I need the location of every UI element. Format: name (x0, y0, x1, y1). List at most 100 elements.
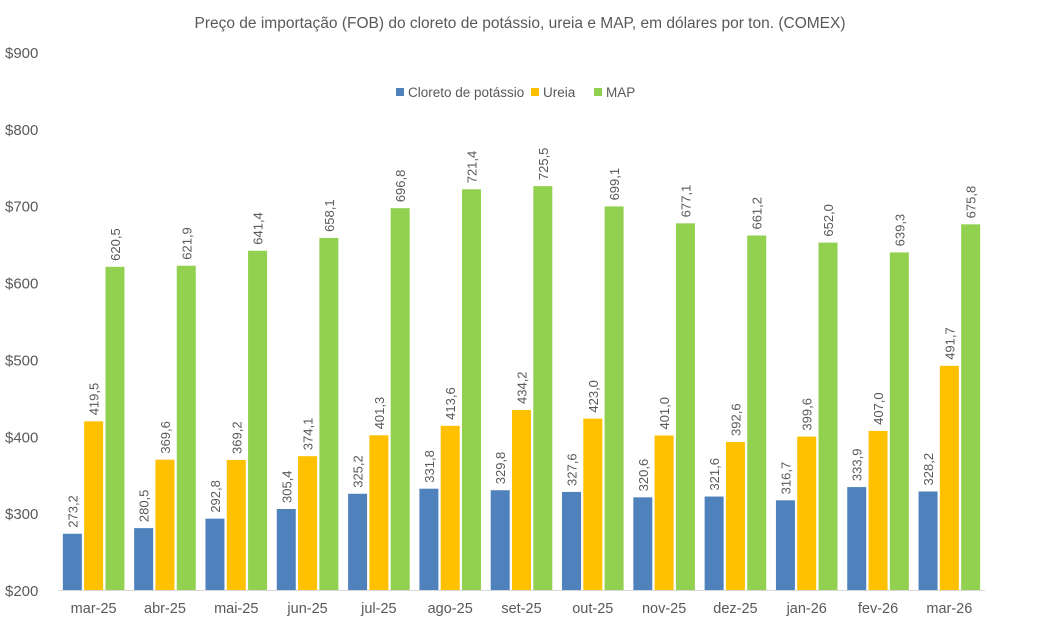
bar-cloreto-de-potássio (134, 528, 154, 590)
bar-cloreto-de-potássio (62, 533, 82, 590)
y-tick-label: $400 (5, 429, 38, 446)
bar-map (604, 206, 624, 590)
chart-title: Preço de importação (FOB) do cloreto de … (195, 15, 846, 32)
data-label: 280,5 (137, 490, 152, 523)
data-label: 621,9 (179, 227, 194, 260)
bar-cloreto-de-potássio (847, 487, 867, 590)
data-label: 699,1 (607, 168, 622, 201)
bar-ureia (298, 456, 318, 590)
legend-label: Ureia (543, 85, 576, 100)
x-tick-label: dez-25 (713, 601, 757, 617)
data-label: 641,4 (251, 212, 266, 245)
x-tick-label: out-25 (572, 601, 613, 617)
bar-ureia (797, 436, 817, 590)
y-tick-label: $800 (5, 122, 38, 139)
x-tick-label: jul-25 (360, 601, 396, 617)
data-label: 725,5 (536, 148, 551, 181)
bar-ureia (440, 425, 460, 590)
bar-cloreto-de-potássio (419, 488, 439, 590)
bar-ureia (939, 365, 959, 590)
data-label: 328,2 (921, 453, 936, 486)
bar-cloreto-de-potássio (276, 508, 296, 590)
x-tick-label: set-25 (501, 601, 541, 617)
bar-map (818, 242, 838, 590)
bar-map (675, 223, 695, 590)
data-label: 392,6 (728, 403, 743, 436)
bar-cloreto-de-potássio (633, 497, 653, 590)
data-label: 652,0 (821, 204, 836, 237)
data-label: 374,1 (301, 418, 316, 451)
data-label: 639,3 (892, 214, 907, 247)
legend-swatch (396, 88, 404, 96)
data-label: 658,1 (322, 199, 337, 232)
y-tick-label: $300 (5, 506, 38, 523)
bar-cloreto-de-potássio (918, 491, 938, 590)
data-label: 407,0 (871, 392, 886, 425)
data-label: 677,1 (678, 185, 693, 218)
bar-ureia (226, 459, 246, 590)
data-label: 325,2 (351, 455, 366, 488)
data-label: 273,2 (65, 495, 80, 528)
bar-ureia (369, 435, 389, 590)
bar-ureia (654, 435, 674, 590)
data-label: 419,5 (87, 383, 102, 416)
x-tick-label: jan-26 (786, 601, 827, 617)
y-tick-label: $500 (5, 352, 38, 369)
bar-map (747, 235, 767, 590)
x-tick-label: ago-25 (428, 601, 473, 617)
x-tick-label: nov-25 (642, 601, 686, 617)
data-label: 620,5 (108, 228, 123, 261)
data-label: 413,6 (443, 387, 458, 420)
data-label: 491,7 (942, 327, 957, 360)
bar-ureia (868, 430, 888, 590)
data-label: 331,8 (422, 450, 437, 483)
bar-cloreto-de-potássio (704, 496, 724, 590)
bar-ureia (725, 441, 745, 590)
bar-map (889, 252, 909, 590)
legend: Cloreto de potássio Ureia MAP (396, 85, 635, 100)
data-label: 399,6 (800, 398, 815, 431)
data-label: 401,3 (372, 397, 387, 430)
x-axis: mar-25 abr-25 mai-25 jun-25 jul-25 ago-25 set-… (58, 590, 985, 617)
x-tick-label: mai-25 (214, 601, 258, 617)
data-label: 721,4 (464, 151, 479, 184)
y-tick-label: $700 (5, 199, 38, 216)
data-label: 423,0 (586, 380, 601, 413)
bar-map (961, 224, 981, 590)
bar-ureia (84, 421, 104, 590)
data-label: 369,6 (158, 421, 173, 454)
legend-label: Cloreto de potássio (408, 85, 524, 100)
legend-label: MAP (606, 85, 635, 100)
bar-map (461, 189, 481, 591)
data-label: 321,6 (707, 458, 722, 491)
data-label: 696,8 (393, 170, 408, 203)
x-tick-label: jun-25 (286, 601, 327, 617)
legend-swatch (594, 88, 602, 96)
x-tick-label: abr-25 (144, 601, 186, 617)
bar-map (248, 250, 268, 591)
y-tick-label: $900 (5, 45, 38, 62)
data-label: 329,8 (493, 452, 508, 485)
bar-map (390, 208, 410, 591)
data-label: 292,8 (208, 480, 223, 513)
bar-cloreto-de-potássio (205, 518, 225, 590)
legend-swatch (531, 88, 539, 96)
bar-cloreto-de-potássio (775, 500, 795, 590)
data-label: 661,2 (750, 197, 765, 230)
data-label: 369,2 (229, 421, 244, 454)
bar-map (176, 265, 196, 590)
y-axis: $200 $300 $400 $500 $600 $700 $800 $900 (5, 45, 38, 600)
bar-ureia (155, 459, 175, 590)
bar-ureia (583, 418, 603, 590)
bar-ureia (512, 410, 531, 590)
y-tick-label: $200 (5, 583, 38, 600)
bar-map (105, 266, 125, 590)
data-label: 320,6 (636, 459, 651, 492)
x-tick-label: mar-25 (71, 601, 117, 617)
bar-cloreto-de-potássio (562, 491, 582, 590)
x-tick-label: fev-26 (858, 601, 898, 617)
data-label: 305,4 (279, 470, 294, 503)
data-label: 333,9 (850, 449, 865, 482)
data-label: 316,7 (778, 462, 793, 495)
